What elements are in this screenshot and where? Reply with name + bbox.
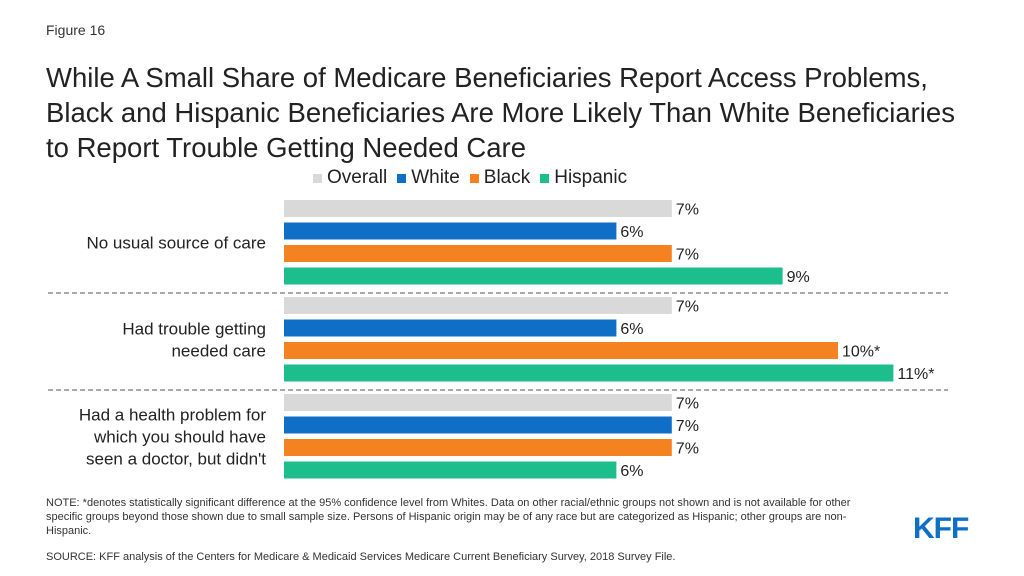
figure-label: Figure 16 <box>46 22 106 38</box>
source-note: SOURCE: KFF analysis of the Centers for … <box>46 551 676 563</box>
bar-overall <box>284 297 672 314</box>
legend-label: Black <box>483 167 531 188</box>
bar-hispanic <box>284 364 894 382</box>
legend-label: Overall <box>327 167 388 188</box>
legend-swatch <box>469 173 479 183</box>
legend-item-white: White <box>397 167 460 189</box>
legend-swatch <box>313 173 322 183</box>
bar-overall <box>284 200 672 217</box>
data-label: 11%* <box>897 366 934 383</box>
legend-label: White <box>411 167 460 188</box>
data-label: 10%* <box>842 344 880 361</box>
legend: Overall White Black Hispanic <box>313 167 637 189</box>
data-label: 6% <box>620 321 643 338</box>
legend-swatch <box>397 173 407 183</box>
footnote: NOTE: *denotes statistically significant… <box>46 497 851 537</box>
data-label: 7% <box>676 247 699 264</box>
category-label: Had trouble getting needed care <box>122 319 266 360</box>
data-label: 7% <box>676 418 699 435</box>
data-label: 6% <box>620 224 643 241</box>
bar-hispanic <box>284 461 617 479</box>
data-label: 7% <box>676 396 699 413</box>
bar-black <box>284 245 672 262</box>
category-label: Had a health problem for which you should… <box>79 405 266 468</box>
legend-swatch <box>540 173 550 183</box>
bar-white <box>284 416 672 434</box>
bar-white <box>284 319 617 337</box>
bar-overall <box>284 394 672 411</box>
data-label: 7% <box>676 441 699 458</box>
data-label: 9% <box>787 269 810 286</box>
category-label: No usual source of care <box>86 233 266 252</box>
legend-item-hispanic: Hispanic <box>540 167 627 189</box>
legend-item-black: Black <box>469 167 531 189</box>
bar-black <box>284 439 672 456</box>
bar-hispanic <box>284 267 783 285</box>
legend-label: Hispanic <box>554 167 628 188</box>
kff-logo: KFF <box>913 512 969 545</box>
bar-white <box>284 222 617 240</box>
legend-item-overall: Overall <box>313 167 387 189</box>
data-label: 7% <box>676 202 699 219</box>
data-label: 7% <box>676 299 699 316</box>
bar-black <box>284 342 838 359</box>
chart-title: While A Small Share of Medicare Benefici… <box>46 62 955 163</box>
data-label: 6% <box>620 463 643 480</box>
